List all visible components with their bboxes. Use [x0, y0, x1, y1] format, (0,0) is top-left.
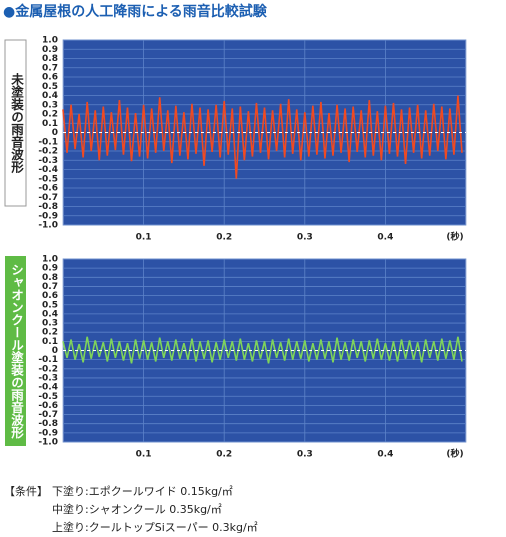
side-label-box	[5, 256, 26, 446]
y-tick-label: 0.2	[42, 328, 58, 338]
y-tick-label: -0.1	[38, 137, 58, 147]
y-tick-label: 0	[52, 128, 58, 138]
y-tick-label: 0.1	[42, 337, 58, 347]
y-tick-label: 1.0	[42, 255, 58, 265]
x-tick-label: 0.1	[136, 233, 152, 243]
x-axis-label: (秒)	[446, 448, 463, 460]
page-title: ●金属屋根の人工降雨による雨音比較試験	[3, 3, 268, 20]
y-tick-label: 0.9	[42, 264, 58, 274]
y-tick-label: -0.7	[38, 193, 58, 203]
side-label-box	[4, 39, 27, 207]
y-tick-label: -0.4	[38, 165, 58, 175]
x-tick-label: 0.3	[297, 233, 313, 243]
conditions-heading: 【条件】	[4, 484, 48, 498]
side-label: シャオンクール塗装の雨音波形	[9, 264, 24, 440]
y-tick-label: -1.0	[38, 438, 58, 448]
y-tick-label: -0.4	[38, 383, 58, 393]
y-tick-label: -0.5	[38, 174, 58, 184]
y-tick-label: 0.8	[42, 54, 58, 64]
y-tick-label: -0.1	[38, 355, 58, 365]
y-tick-label: 0.5	[42, 300, 58, 310]
x-tick-label: 0.1	[136, 450, 152, 460]
x-tick-label: 0.4	[377, 233, 393, 243]
y-tick-label: 0.7	[42, 282, 58, 292]
waveform	[62, 95, 463, 179]
y-tick-label: 0.7	[42, 63, 58, 73]
x-axis-label: (秒)	[446, 231, 463, 243]
y-tick-label: -0.8	[38, 419, 58, 429]
condition: 下塗り:エポクールワイド 0.15kg/㎡	[52, 484, 233, 498]
y-tick-label: -1.0	[38, 221, 58, 231]
y-tick-label: -0.3	[38, 156, 58, 166]
y-tick-label: 0.6	[42, 291, 58, 301]
y-tick-label: 0.3	[42, 319, 58, 329]
x-tick-label: 0.2	[216, 450, 232, 460]
y-tick-label: -0.3	[38, 373, 58, 383]
y-tick-label: 1.0	[42, 36, 58, 46]
x-tick-label: 0.3	[297, 450, 313, 460]
y-tick-label: -0.2	[38, 147, 58, 157]
y-tick-label: 0.2	[42, 110, 58, 120]
y-tick-label: 0.5	[42, 82, 58, 92]
y-tick-label: -0.8	[38, 202, 58, 212]
y-tick-label: 0.9	[42, 45, 58, 55]
y-tick-label: 0.8	[42, 273, 58, 283]
y-tick-label: 0.3	[42, 100, 58, 110]
y-tick-label: -0.5	[38, 392, 58, 402]
x-tick-label: 0.4	[377, 450, 393, 460]
y-tick-label: 0.4	[42, 309, 58, 319]
y-tick-label: 0.6	[42, 73, 58, 83]
y-tick-label: 0	[52, 346, 58, 356]
y-tick-label: -0.6	[38, 401, 58, 411]
y-tick-label: 0.4	[42, 91, 58, 101]
condition: 上塗り:クールトップSiスーパー 0.3kg/㎡	[52, 520, 258, 534]
side-label: 未塗装の雨音波形	[9, 72, 24, 174]
y-tick-label: -0.6	[38, 184, 58, 194]
y-tick-label: -0.9	[38, 211, 58, 221]
condition: 中塗り:シャオンクール 0.35kg/㎡	[52, 502, 222, 516]
y-tick-label: -0.2	[38, 364, 58, 374]
y-tick-label: -0.7	[38, 410, 58, 420]
y-tick-label: 0.1	[42, 119, 58, 129]
x-tick-label: 0.2	[216, 233, 232, 243]
y-tick-label: -0.9	[38, 428, 58, 438]
